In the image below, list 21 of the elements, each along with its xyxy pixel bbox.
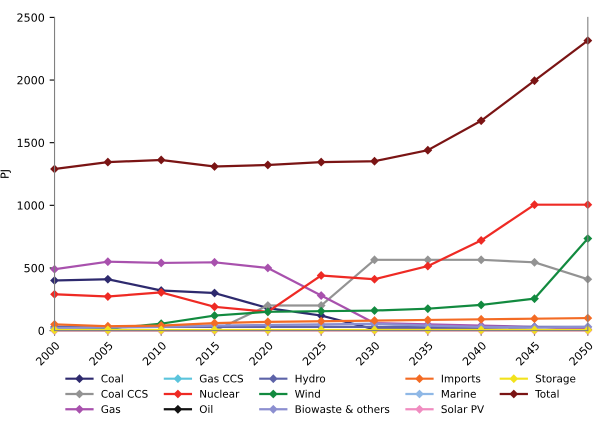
y-tick-label: 2500 [17, 13, 44, 22]
legend-label: Storage [536, 374, 576, 385]
y-tick-label: 500 [24, 264, 44, 272]
legend-label: Marine [442, 390, 476, 398]
legend-label: Imports [442, 374, 480, 385]
y-axis-title: PJ [0, 170, 11, 178]
legend-label: Nuclear [200, 390, 240, 398]
legend-label: Wind [295, 390, 320, 398]
legend-label: Biowaste & others [296, 405, 390, 414]
legend-label: Hydro [296, 374, 326, 385]
legend-label: Gas [101, 405, 120, 414]
legend-label: Solar PV [442, 405, 484, 414]
y-tick-label: 0 [38, 326, 44, 335]
legend-label: Total [535, 390, 559, 398]
legend-label: Coal CCS [101, 390, 148, 398]
y-tick-label: 1500 [18, 138, 44, 148]
y-tick-label: 2000 [17, 76, 44, 84]
legend-label: Gas CCS [200, 374, 244, 382]
y-tick-label: 1000 [18, 201, 44, 210]
legend-label: Oil [200, 405, 212, 414]
legend-label: Coal [101, 374, 123, 382]
